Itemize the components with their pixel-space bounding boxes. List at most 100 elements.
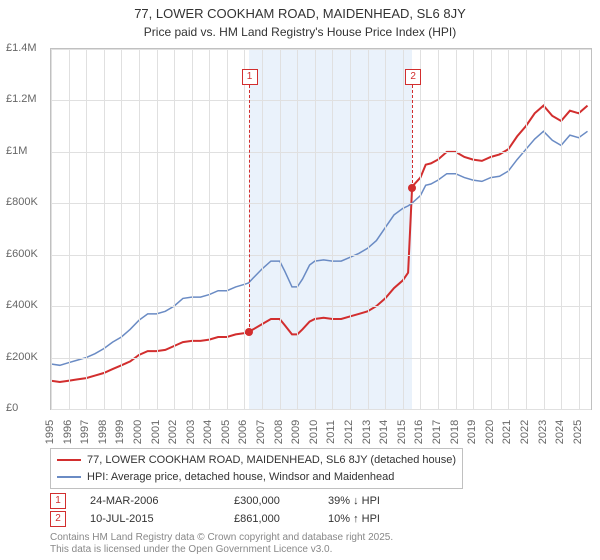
legend-swatch-property: [57, 459, 81, 461]
gridline-v: [244, 49, 245, 409]
annotation-row-2: 2 10-JUL-2015 £861,000 10% ↑ HPI: [50, 510, 408, 528]
legend-row-property: 77, LOWER COOKHAM ROAD, MAIDENHEAD, SL6 …: [57, 452, 456, 469]
gridline-v: [368, 49, 369, 409]
gridline-v: [227, 49, 228, 409]
xtick-label: 2009: [290, 420, 302, 444]
chart-marker-box-1: 1: [242, 69, 258, 85]
gridline-v: [332, 49, 333, 409]
gridline-h: [51, 152, 591, 153]
xtick-label: 2017: [431, 420, 443, 444]
legend-swatch-hpi: [57, 476, 81, 478]
xtick-label: 2007: [255, 420, 267, 444]
chart-svg: [51, 49, 591, 409]
gridline-h: [51, 306, 591, 307]
ytick-label: £800K: [6, 196, 38, 208]
gridline-v: [69, 49, 70, 409]
xtick-label: 2019: [466, 420, 478, 444]
gridline-v: [280, 49, 281, 409]
annotation-vs-hpi-2: 10% ↑ HPI: [328, 513, 408, 525]
chart-marker-dot-1: [245, 328, 253, 336]
chart-marker-line-1: [249, 85, 250, 332]
xtick-label: 2016: [413, 420, 425, 444]
chart-marker-box-2: 2: [405, 69, 421, 85]
xtick-label: 2005: [220, 420, 232, 444]
gridline-h: [51, 255, 591, 256]
gridline-v: [297, 49, 298, 409]
xtick-label: 2012: [343, 420, 355, 444]
gridline-v: [139, 49, 140, 409]
legend-label-hpi: HPI: Average price, detached house, Wind…: [87, 469, 394, 486]
xtick-label: 2022: [519, 420, 531, 444]
xtick-label: 2023: [537, 420, 549, 444]
xtick-label: 2002: [167, 420, 179, 444]
gridline-v: [561, 49, 562, 409]
gridline-v: [174, 49, 175, 409]
xtick-label: 2003: [185, 420, 197, 444]
gridline-v: [579, 49, 580, 409]
chart-plot-area: 12: [50, 48, 592, 410]
gridline-h: [51, 49, 591, 50]
series-line-property: [51, 106, 588, 382]
xtick-label: 1997: [79, 420, 91, 444]
xtick-label: 2014: [378, 420, 390, 444]
xtick-label: 1999: [114, 420, 126, 444]
annotation-price-1: £300,000: [234, 495, 304, 507]
xtick-label: 2025: [572, 420, 584, 444]
footer: Contains HM Land Registry data © Crown c…: [50, 532, 393, 556]
xtick-label: 2008: [273, 420, 285, 444]
gridline-v: [209, 49, 210, 409]
ytick-label: £1.2M: [6, 93, 37, 105]
chart-marker-line-2: [412, 85, 413, 188]
gridline-v: [473, 49, 474, 409]
gridline-v: [508, 49, 509, 409]
xtick-label: 2000: [132, 420, 144, 444]
annotation-date-2: 10-JUL-2015: [90, 513, 210, 525]
gridline-v: [403, 49, 404, 409]
marker-box-1: 1: [50, 493, 66, 509]
marker-box-2: 2: [50, 511, 66, 527]
xtick-label: 2020: [484, 420, 496, 444]
footer-line-1: Contains HM Land Registry data © Crown c…: [50, 532, 393, 544]
xtick-label: 2001: [150, 420, 162, 444]
annotation-table: 1 24-MAR-2006 £300,000 39% ↓ HPI 2 10-JU…: [50, 492, 408, 528]
footer-line-2: This data is licensed under the Open Gov…: [50, 544, 393, 556]
ytick-label: £600K: [6, 248, 38, 260]
legend-row-hpi: HPI: Average price, detached house, Wind…: [57, 469, 456, 486]
gridline-v: [51, 49, 52, 409]
gridline-h: [51, 358, 591, 359]
gridline-v: [350, 49, 351, 409]
xtick-label: 2024: [554, 420, 566, 444]
xtick-label: 1998: [97, 420, 109, 444]
annotation-vs-hpi-1: 39% ↓ HPI: [328, 495, 408, 507]
series-line-hpi: [51, 131, 588, 365]
xtick-label: 2013: [361, 420, 373, 444]
gridline-v: [526, 49, 527, 409]
gridline-v: [456, 49, 457, 409]
annotation-date-1: 24-MAR-2006: [90, 495, 210, 507]
xtick-label: 1996: [62, 420, 74, 444]
ytick-label: £200K: [6, 351, 38, 363]
gridline-v: [192, 49, 193, 409]
gridline-v: [491, 49, 492, 409]
xtick-label: 2010: [308, 420, 320, 444]
gridline-h: [51, 100, 591, 101]
legend-label-property: 77, LOWER COOKHAM ROAD, MAIDENHEAD, SL6 …: [87, 452, 456, 469]
gridline-h: [51, 203, 591, 204]
chart-title: 77, LOWER COOKHAM ROAD, MAIDENHEAD, SL6 …: [0, 0, 600, 23]
xtick-label: 2021: [501, 420, 513, 444]
gridline-v: [420, 49, 421, 409]
xtick-label: 2011: [325, 420, 337, 444]
gridline-v: [104, 49, 105, 409]
gridline-v: [315, 49, 316, 409]
gridline-v: [385, 49, 386, 409]
chart-subtitle: Price paid vs. HM Land Registry's House …: [0, 23, 600, 39]
xtick-label: 1995: [44, 420, 56, 444]
gridline-v: [86, 49, 87, 409]
gridline-v: [438, 49, 439, 409]
gridline-h: [51, 409, 591, 410]
xtick-label: 2018: [449, 420, 461, 444]
xtick-label: 2006: [237, 420, 249, 444]
ytick-label: £1M: [6, 145, 27, 157]
ytick-label: £400K: [6, 299, 38, 311]
gridline-v: [157, 49, 158, 409]
